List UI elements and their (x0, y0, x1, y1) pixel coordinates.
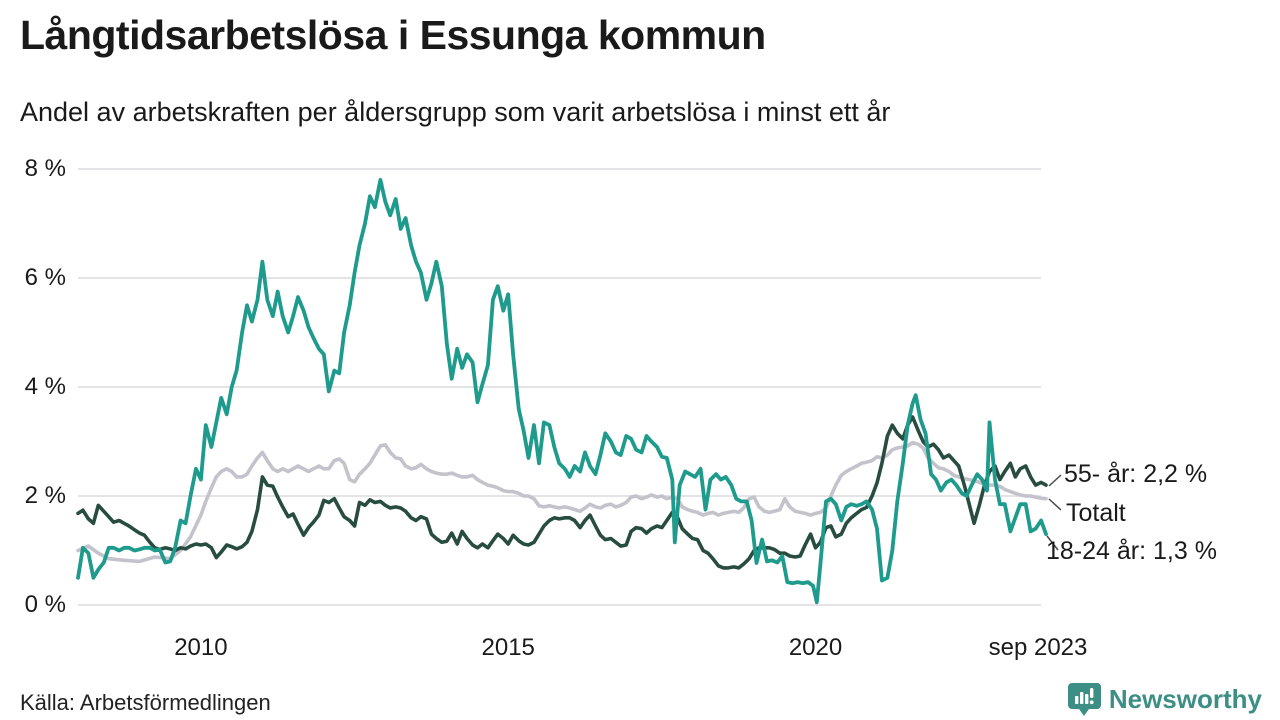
end-label-55-r: 55- år: 2,2 % (1064, 460, 1208, 488)
end-label-18-24-r: 18-24 år: 1,3 % (1046, 537, 1217, 565)
x-tick-sep-2023: sep 2023 (988, 634, 1088, 661)
y-tick-6: 6 % (24, 264, 66, 291)
y-tick-4: 4 % (24, 373, 66, 400)
leader-line (1048, 474, 1062, 487)
y-tick-0: 0 % (24, 591, 66, 618)
x-tick-2015: 2015 (481, 634, 535, 661)
series-line-totalt (76, 440, 1048, 564)
x-tick-2020: 2020 (788, 634, 843, 661)
y-tick-8: 8 % (24, 155, 66, 182)
bar-chart-bubble-icon (1067, 682, 1101, 716)
source-credit: Källa: Arbetsförmedlingen (20, 690, 271, 715)
x-tick-2010: 2010 (174, 634, 228, 661)
end-label-totalt: Totalt (1066, 499, 1126, 527)
page-title: Långtidsarbetslösa i Essunga kommun (20, 12, 766, 58)
newsworthy-logo[interactable]: Newsworthy (1067, 682, 1262, 716)
leader-line (1046, 535, 1059, 551)
series-line-18-24-r (76, 177, 1048, 605)
y-tick-2: 2 % (24, 482, 66, 509)
brand-name: Newsworthy (1108, 683, 1262, 714)
series-line-55-r (76, 415, 1048, 570)
chart-subtitle: Andel av arbetskraften per åldersgrupp s… (20, 97, 891, 127)
leader-line (1048, 498, 1062, 511)
